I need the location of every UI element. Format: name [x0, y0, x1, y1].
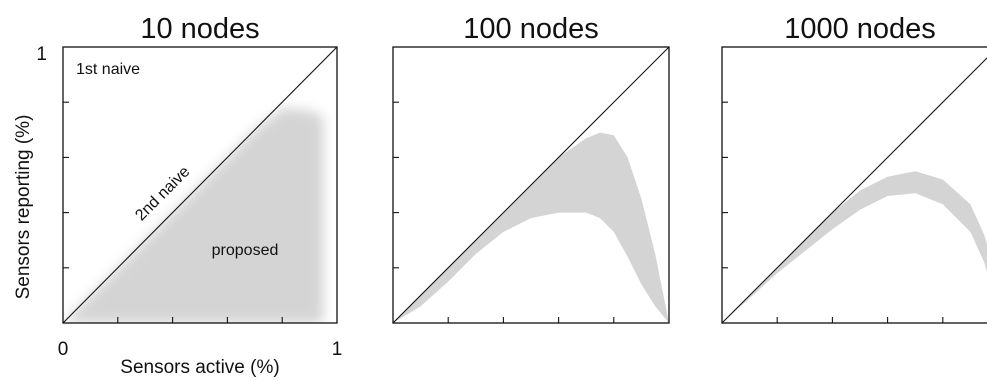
axis-ticks — [63, 101, 283, 323]
diagonal-reference-line — [392, 46, 670, 324]
plot-frame — [392, 46, 670, 324]
axis-ticks — [722, 101, 944, 323]
annotation-1st-naive: 1st naive — [76, 61, 140, 78]
panel-10-nodes: 10 nodes 1st naive 2nd naive proposed 1 … — [13, 13, 342, 378]
annotation-proposed: proposed — [212, 242, 279, 259]
panel-title-100-nodes: 100 nodes — [463, 13, 598, 45]
plot-frame — [62, 46, 338, 324]
panel-title-1000-nodes: 1000 nodes — [784, 13, 936, 45]
y-axis-label: Sensors reporting (%) — [13, 115, 34, 300]
panel-1000-nodes: 1000 nodes — [721, 13, 987, 324]
axis-ticks — [393, 101, 615, 323]
x-tick-label-0: 0 — [58, 339, 69, 360]
region-polygon-series-0 — [393, 132, 669, 323]
panel-title-10-nodes: 10 nodes — [140, 13, 259, 45]
diagonal-reference-line — [62, 46, 338, 324]
spread-region-10-nodes — [63, 107, 324, 323]
plot-frame — [721, 46, 987, 324]
y-tick-label-1: 1 — [36, 44, 47, 65]
diagonal-reference-line — [721, 57, 987, 324]
region-polygon-series-0 — [63, 107, 324, 323]
spread-region-1000-nodes — [722, 171, 987, 323]
x-axis-label: Sensors active (%) — [120, 357, 279, 378]
panel-100-nodes: 100 nodes — [392, 13, 670, 324]
x-tick-label-1: 1 — [332, 339, 343, 360]
spread-region-100-nodes — [393, 132, 669, 323]
region-polygon-series-0 — [722, 171, 987, 323]
